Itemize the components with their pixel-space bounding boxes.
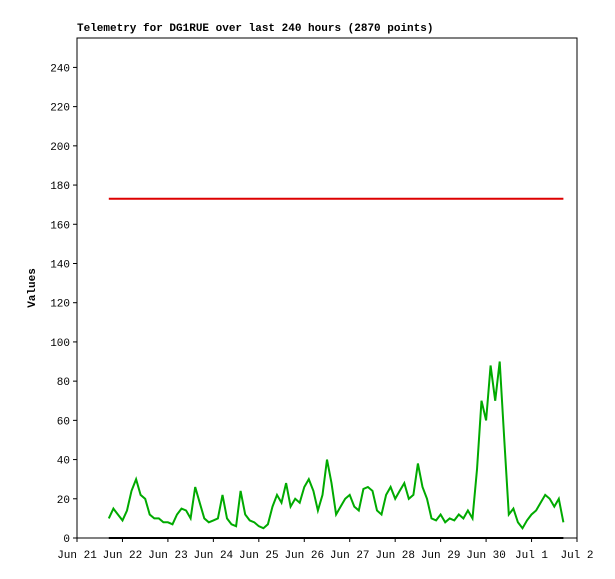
x-tick-label: Jun 21 [57, 550, 97, 562]
y-tick-label: 100 [50, 338, 70, 350]
x-tick-label: Jun 22 [103, 550, 143, 562]
y-tick-label: 0 [63, 534, 70, 546]
y-tick-label: 120 [50, 299, 70, 311]
y-tick-label: 80 [57, 377, 70, 389]
y-tick-label: 140 [50, 259, 70, 271]
x-tick-label: Jun 28 [375, 550, 415, 562]
x-tick-label: Jun 23 [148, 550, 188, 562]
y-tick-label: 160 [50, 220, 70, 232]
data-line [107, 361, 565, 530]
x-tick-label: Jun 30 [466, 550, 506, 562]
x-tick-label: Jun 27 [330, 550, 370, 562]
y-tick-label: 220 [50, 103, 70, 115]
x-tick-label: Jun 25 [239, 550, 279, 562]
y-tick-label: 40 [57, 456, 70, 468]
x-tick-label: Jun 24 [194, 550, 234, 562]
y-tick-label: 180 [50, 181, 70, 193]
x-tick-label: Jul 2 [560, 550, 593, 562]
x-tick-label: Jun 29 [421, 550, 461, 562]
y-tick-label: 240 [50, 63, 70, 75]
y-tick-label: 200 [50, 142, 70, 154]
chart-title: Telemetry for DG1RUE over last 240 hours… [77, 23, 433, 35]
x-tick-label: Jun 26 [284, 550, 324, 562]
y-tick-label: 60 [57, 416, 70, 428]
x-tick-label: Jul 1 [515, 550, 548, 562]
y-axis-label: Values [27, 268, 39, 308]
y-tick-label: 20 [57, 495, 70, 507]
